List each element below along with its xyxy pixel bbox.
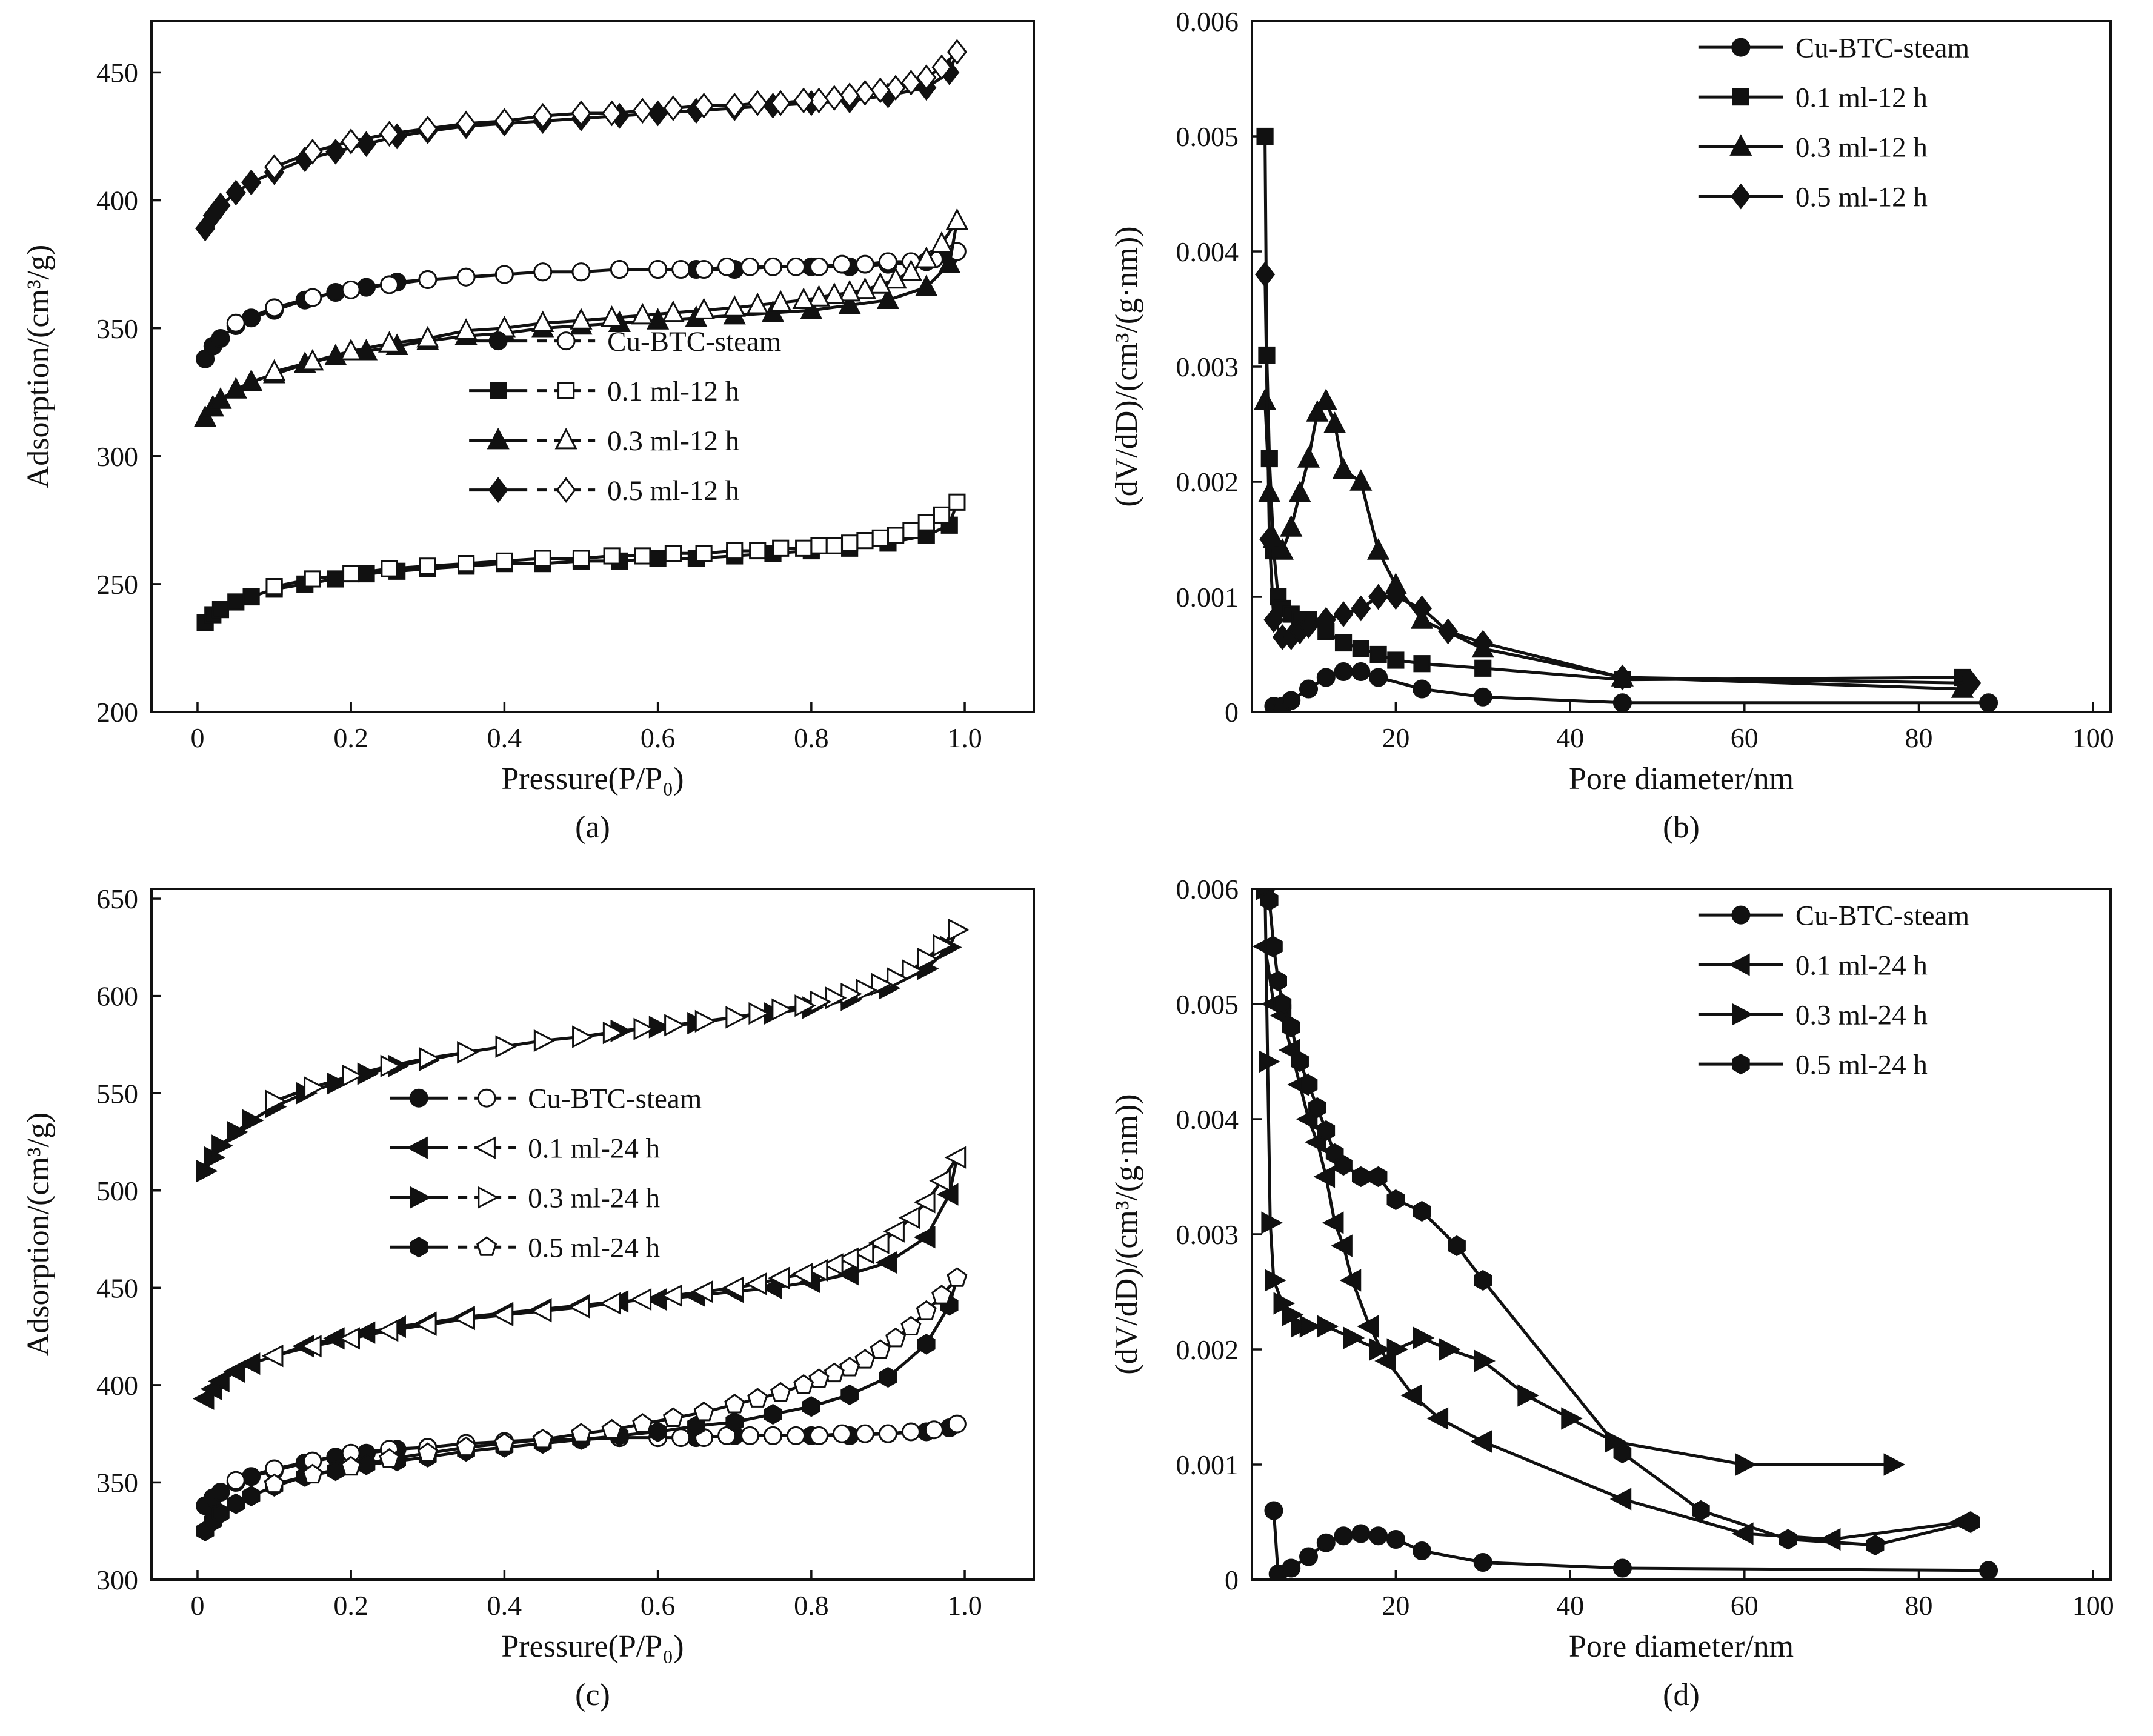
svg-text:0.1 ml-24 h: 0.1 ml-24 h <box>1795 950 1928 982</box>
svg-text:1.0: 1.0 <box>947 1590 982 1621</box>
svg-text:100: 100 <box>2072 722 2114 753</box>
svg-text:400: 400 <box>96 185 138 216</box>
svg-text:80: 80 <box>1905 1590 1933 1621</box>
panel-a: 0 0.2 0.4 0.6 0.8 1.0 200 250 300 350 400 450 Pressu… <box>0 0 1076 868</box>
svg-text:20: 20 <box>1382 1590 1409 1621</box>
svg-text:0.3 ml-12 h: 0.3 ml-12 h <box>607 425 739 457</box>
panel-a-caption: (a) <box>575 810 610 845</box>
svg-text:0.1 ml-24 h: 0.1 ml-24 h <box>528 1133 660 1165</box>
svg-text:0.006: 0.006 <box>1176 6 1239 37</box>
svg-text:100: 100 <box>2072 1590 2114 1621</box>
svg-text:0.004: 0.004 <box>1176 1104 1239 1135</box>
svg-text:Cu-BTC-steam: Cu-BTC-steam <box>607 326 781 358</box>
svg-text:300: 300 <box>96 1565 138 1595</box>
svg-text:0.1 ml-12 h: 0.1 ml-12 h <box>607 376 739 407</box>
svg-text:300: 300 <box>96 441 138 472</box>
svg-text:Cu-BTC-steam: Cu-BTC-steam <box>1795 900 1969 932</box>
svg-text:0.003: 0.003 <box>1176 1219 1239 1250</box>
svg-text:0.003: 0.003 <box>1176 351 1239 382</box>
svg-text:0: 0 <box>1225 1565 1239 1595</box>
svg-text:0.5 ml-12 h: 0.5 ml-12 h <box>1795 182 1928 213</box>
svg-text:0.5 ml-24 h: 0.5 ml-24 h <box>528 1232 660 1264</box>
svg-text:550: 550 <box>96 1078 138 1109</box>
svg-text:80: 80 <box>1905 722 1933 753</box>
svg-text:Pore diameter/nm: Pore diameter/nm <box>1569 762 1794 796</box>
svg-text:0.3 ml-24 h: 0.3 ml-24 h <box>528 1183 660 1214</box>
svg-text:Adsorption/(cm³/g): Adsorption/(cm³/g) <box>21 1112 56 1357</box>
panel-b-chart: 20 40 60 80 100 0 0.001 0.002 0.003 0.004 0.005 0.0… <box>1110 6 2114 796</box>
svg-text:0.002: 0.002 <box>1176 467 1239 497</box>
svg-text:350: 350 <box>96 313 138 344</box>
svg-text:0.3 ml-12 h: 0.3 ml-12 h <box>1795 132 1928 164</box>
svg-text:0.2: 0.2 <box>333 1590 368 1621</box>
panel-c-chart: 0 0.2 0.4 0.6 0.8 1.0 300 350 400 450 500 550 600 650… <box>21 883 1035 1664</box>
panel-c-caption: (c) <box>575 1678 610 1712</box>
svg-text:0: 0 <box>1225 697 1239 728</box>
svg-text:Pressure(P/P₀): Pressure(P/P₀) <box>501 1629 684 1664</box>
svg-text:0.001: 0.001 <box>1176 1449 1239 1480</box>
svg-text:0.006: 0.006 <box>1176 874 1239 905</box>
svg-text:0.8: 0.8 <box>794 1590 829 1621</box>
svg-text:0.2: 0.2 <box>333 722 368 753</box>
svg-text:0.005: 0.005 <box>1176 121 1239 152</box>
svg-text:0.002: 0.002 <box>1176 1334 1239 1365</box>
panel-d-chart: 20 40 60 80 100 0 0.001 0.002 0.003 0.004 0.005 0.0… <box>1110 874 2114 1664</box>
panel-b: 20 40 60 80 100 0 0.001 0.002 0.003 0.004 0.005 0.0… <box>1076 0 2153 868</box>
svg-text:0: 0 <box>190 1590 204 1621</box>
svg-text:350: 350 <box>96 1468 138 1498</box>
svg-text:(dV/dD)/(cm³/(g·nm)): (dV/dD)/(cm³/(g·nm)) <box>1110 226 1144 507</box>
panel-a-chart: 0 0.2 0.4 0.6 0.8 1.0 200 250 300 350 400 450 Pressu… <box>21 20 1035 796</box>
panel-d-caption: (d) <box>1663 1678 1700 1712</box>
panel-c: 0 0.2 0.4 0.6 0.8 1.0 300 350 400 450 500 550 600 650… <box>0 868 1076 1736</box>
svg-text:Pressure(P/P₀): Pressure(P/P₀) <box>501 762 684 796</box>
svg-text:0.6: 0.6 <box>641 722 676 753</box>
svg-text:450: 450 <box>96 58 138 88</box>
svg-text:500: 500 <box>96 1176 138 1206</box>
svg-text:60: 60 <box>1731 1590 1759 1621</box>
svg-text:0: 0 <box>190 722 204 753</box>
svg-text:0.004: 0.004 <box>1176 236 1239 267</box>
svg-text:Cu-BTC-steam: Cu-BTC-steam <box>1795 33 1969 64</box>
svg-text:250: 250 <box>96 569 138 600</box>
svg-text:450: 450 <box>96 1272 138 1303</box>
svg-text:0.001: 0.001 <box>1176 582 1239 613</box>
svg-text:0.4: 0.4 <box>487 722 522 753</box>
svg-text:40: 40 <box>1556 722 1584 753</box>
svg-text:0.1 ml-12 h: 0.1 ml-12 h <box>1795 82 1928 114</box>
svg-text:600: 600 <box>96 981 138 1012</box>
svg-text:200: 200 <box>96 697 138 728</box>
svg-text:0.4: 0.4 <box>487 1590 522 1621</box>
svg-text:0.5 ml-24 h: 0.5 ml-24 h <box>1795 1049 1928 1081</box>
svg-text:Adsorption/(cm³/g): Adsorption/(cm³/g) <box>21 245 56 489</box>
svg-text:0.005: 0.005 <box>1176 989 1239 1020</box>
svg-text:40: 40 <box>1556 1590 1584 1621</box>
svg-text:650: 650 <box>96 883 138 914</box>
svg-text:400: 400 <box>96 1370 138 1401</box>
svg-text:(dV/dD)/(cm³/(g·nm)): (dV/dD)/(cm³/(g·nm)) <box>1110 1094 1144 1374</box>
svg-text:0.5 ml-12 h: 0.5 ml-12 h <box>607 475 739 507</box>
svg-text:0.6: 0.6 <box>641 1590 676 1621</box>
panel-b-caption: (b) <box>1663 810 1700 845</box>
svg-text:Pore diameter/nm: Pore diameter/nm <box>1569 1629 1794 1664</box>
svg-text:0.3 ml-24 h: 0.3 ml-24 h <box>1795 1000 1928 1031</box>
svg-text:1.0: 1.0 <box>947 722 982 753</box>
svg-text:0.8: 0.8 <box>794 722 829 753</box>
panel-d: 20 40 60 80 100 0 0.001 0.002 0.003 0.004 0.005 0.0… <box>1076 868 2153 1736</box>
svg-text:Cu-BTC-steam: Cu-BTC-steam <box>528 1083 702 1115</box>
svg-text:20: 20 <box>1382 722 1409 753</box>
svg-text:60: 60 <box>1731 722 1759 753</box>
